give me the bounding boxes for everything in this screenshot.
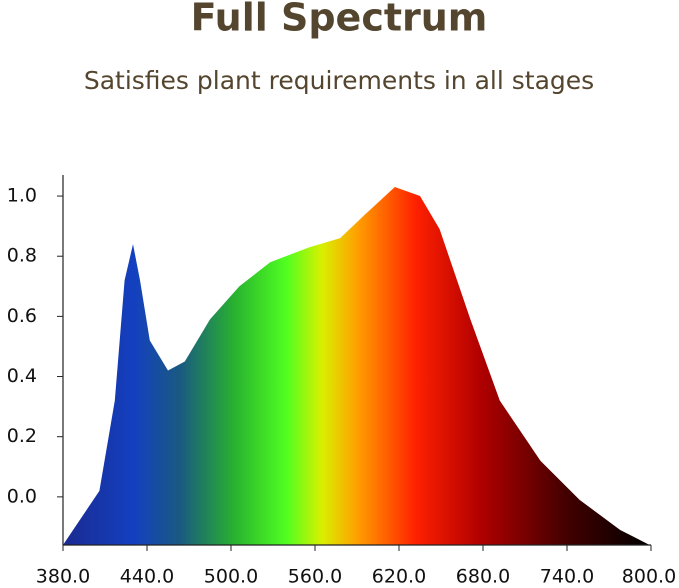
- x-tick-label: 560.0: [288, 566, 342, 588]
- y-tick-label: 0.0: [7, 485, 37, 507]
- x-tick-label: 380.0: [36, 566, 90, 588]
- x-tick-label: 620.0: [372, 566, 426, 588]
- chart-title: Full Spectrum: [191, 0, 488, 40]
- x-tick-label: 680.0: [456, 566, 510, 588]
- y-tick-label: 0.8: [7, 245, 37, 267]
- y-tick-label: 0.6: [7, 305, 37, 327]
- chart-subtitle: Satisfies plant requirements in all stag…: [84, 66, 594, 95]
- x-tick-label: 440.0: [120, 566, 174, 588]
- y-tick-label: 1.0: [7, 185, 37, 207]
- y-tick-label: 0.2: [7, 425, 37, 447]
- spectrum-area: [63, 187, 650, 545]
- x-tick-label: 800.0: [622, 566, 676, 588]
- x-tick-label: 740.0: [540, 566, 594, 588]
- y-tick-label: 0.4: [7, 365, 37, 387]
- x-tick-label: 500.0: [204, 566, 258, 588]
